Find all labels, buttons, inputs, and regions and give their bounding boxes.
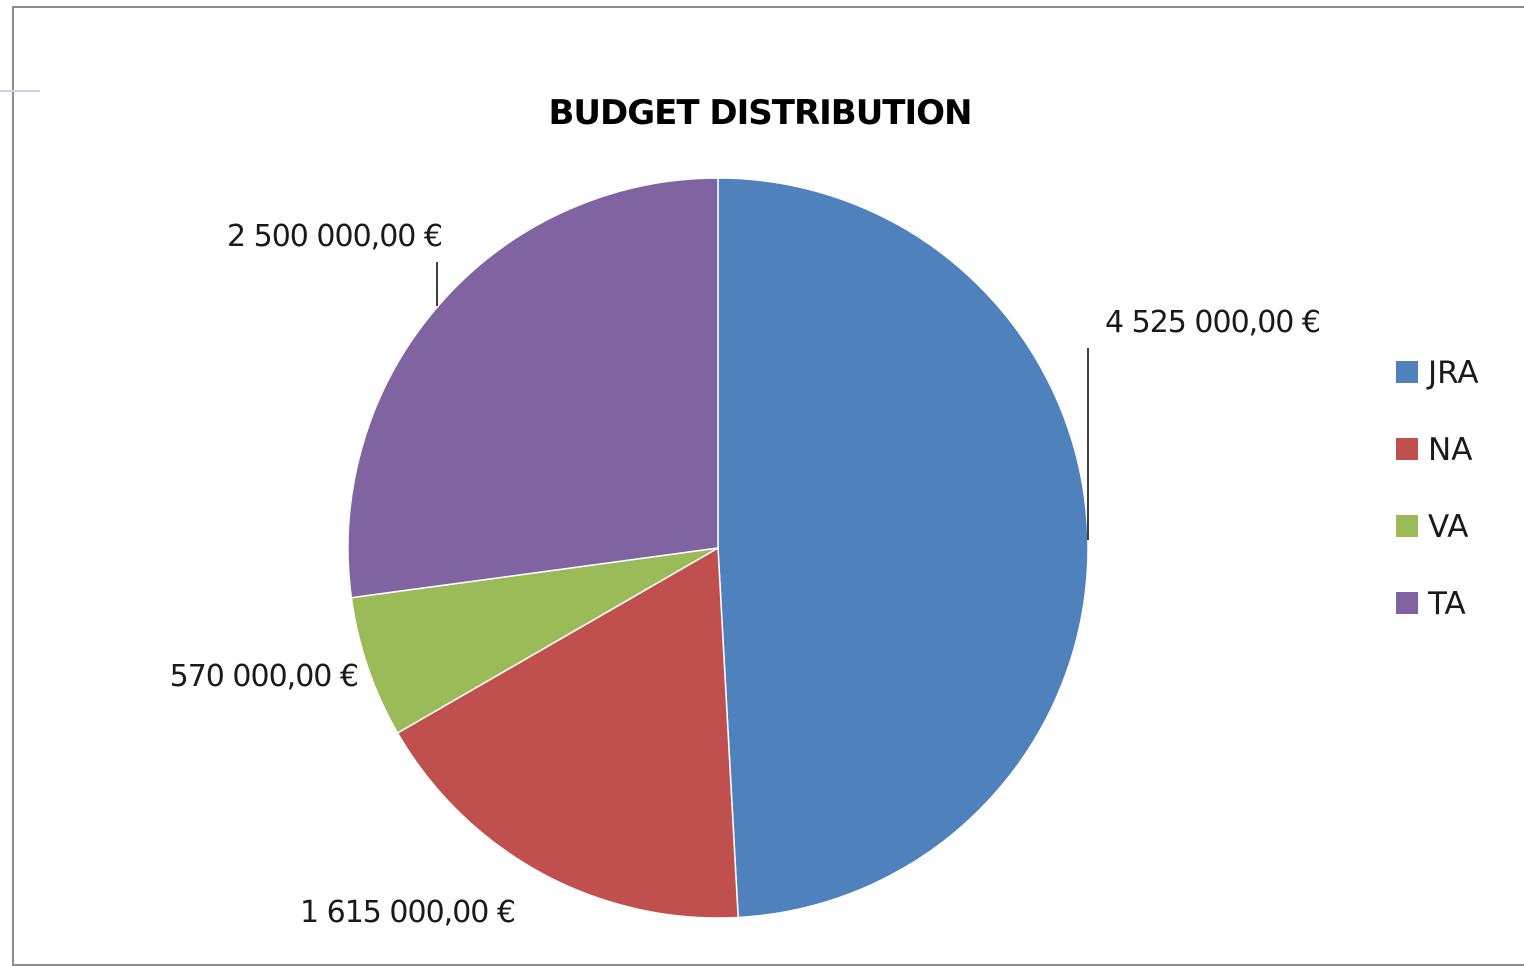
pie-slice-ta: [347, 177, 719, 599]
data-label-va: 570 000,00 €: [170, 659, 358, 694]
pie-slice-na: [396, 546, 739, 919]
legend-swatch-na: [1396, 438, 1418, 460]
legend-label-na: NA: [1428, 432, 1472, 468]
legend-label-va: VA: [1428, 509, 1468, 545]
legend-swatch-ta: [1396, 592, 1418, 614]
pie-slices: [347, 177, 1089, 919]
chart-title: BUDGET DISTRIBUTION: [548, 93, 971, 133]
leader-lines: [436, 262, 1089, 540]
data-label-ta: 2 500 000,00 €: [227, 219, 442, 254]
pie-slice-va: [350, 547, 719, 735]
data-label-na: 1 615 000,00 €: [300, 895, 515, 930]
legend: JRA NA VA TA: [1396, 355, 1479, 622]
legend-swatch-va: [1396, 515, 1418, 537]
data-label-jra: 4 525 000,00 €: [1105, 305, 1320, 340]
legend-swatch-jra: [1396, 361, 1418, 383]
pie-slice-jra: [717, 177, 1089, 919]
data-labels: 4 525 000,00 € 1 615 000,00 € 570 000,00 €…: [170, 219, 1321, 930]
legend-label-ta: TA: [1427, 586, 1466, 622]
legend-label-jra: JRA: [1426, 355, 1479, 391]
corner-accent: [0, 90, 40, 92]
